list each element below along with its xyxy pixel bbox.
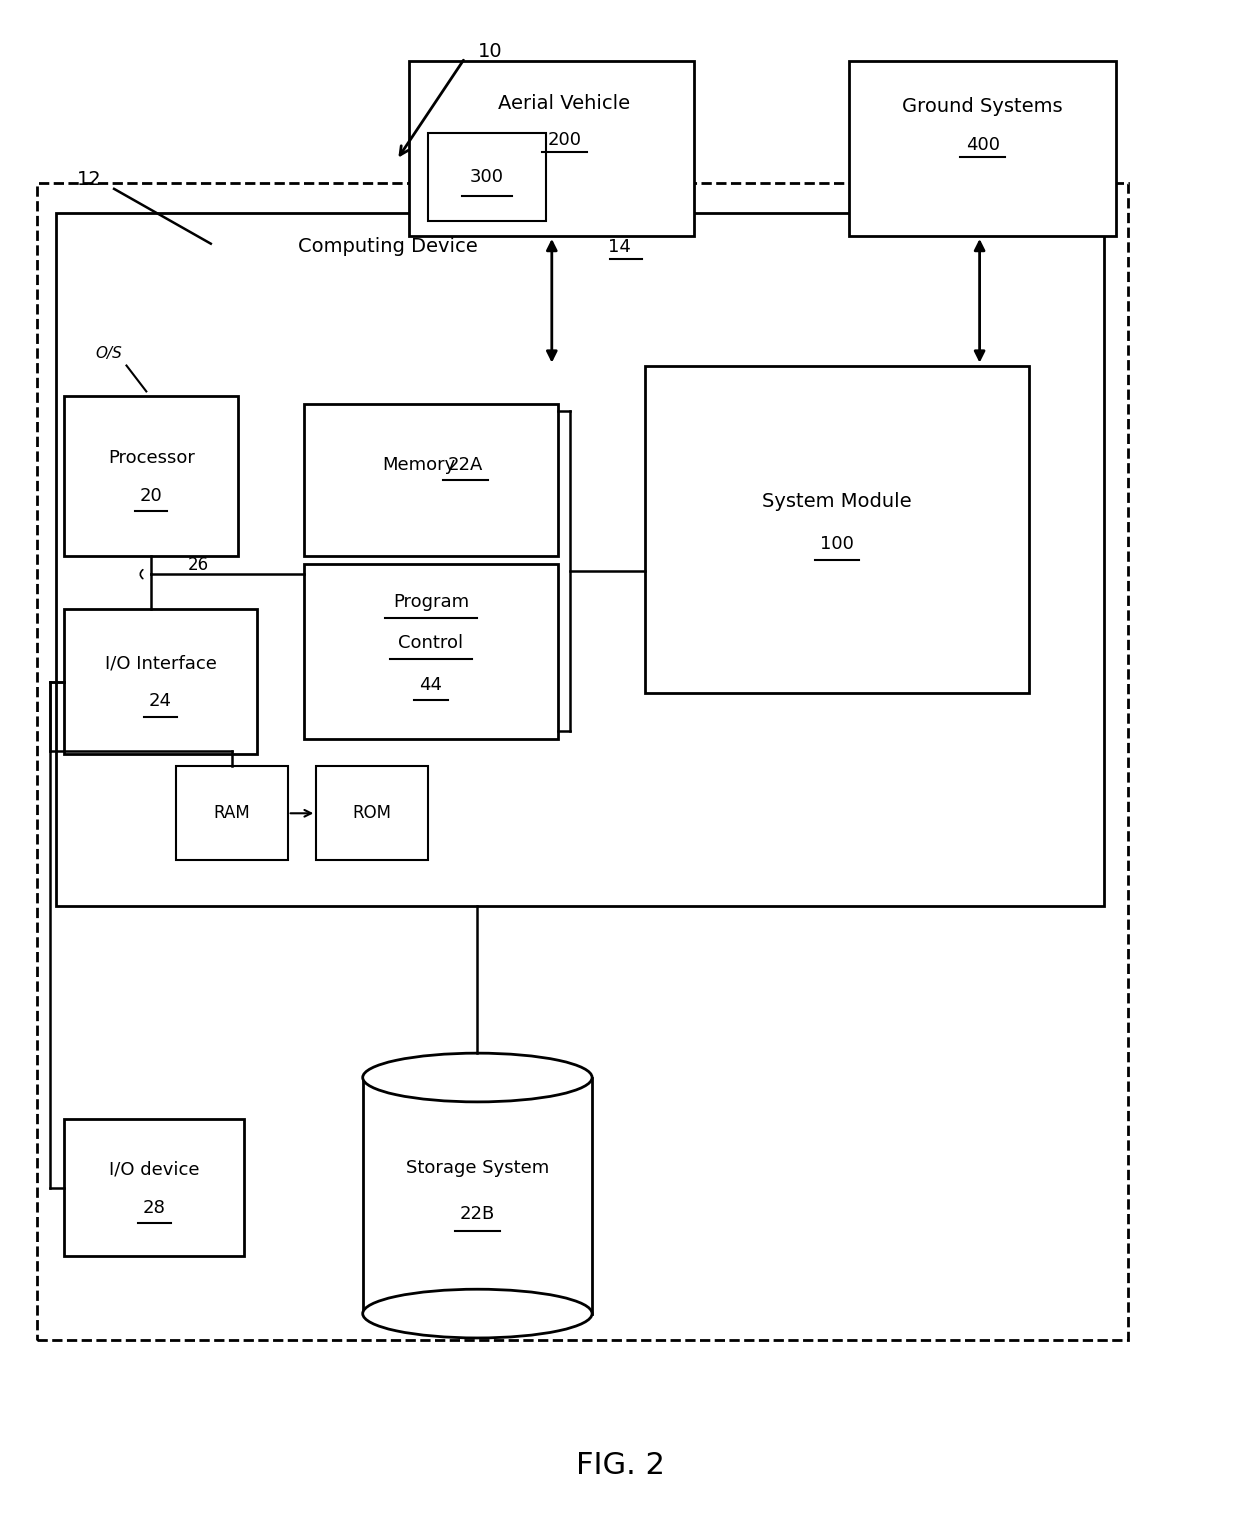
Text: RAM: RAM <box>213 804 250 822</box>
Text: O/S: O/S <box>95 346 123 361</box>
FancyBboxPatch shape <box>316 766 428 860</box>
Text: FIG. 2: FIG. 2 <box>575 1450 665 1480</box>
FancyBboxPatch shape <box>645 366 1029 693</box>
Text: 10: 10 <box>477 43 502 61</box>
Text: I/O device: I/O device <box>109 1161 200 1179</box>
Text: 24: 24 <box>149 693 172 710</box>
Text: 100: 100 <box>820 536 854 553</box>
Text: 26: 26 <box>187 556 210 574</box>
Text: 14: 14 <box>608 238 630 256</box>
FancyBboxPatch shape <box>428 133 546 221</box>
Text: 20: 20 <box>140 487 162 504</box>
FancyBboxPatch shape <box>64 396 238 556</box>
Text: Program: Program <box>393 594 469 611</box>
Text: Aerial Vehicle: Aerial Vehicle <box>498 94 630 113</box>
Text: Memory: Memory <box>382 455 455 474</box>
FancyBboxPatch shape <box>64 609 257 754</box>
FancyBboxPatch shape <box>37 183 1128 1340</box>
Text: Control: Control <box>398 635 464 652</box>
FancyBboxPatch shape <box>304 404 558 556</box>
Text: 44: 44 <box>419 676 443 693</box>
Text: 300: 300 <box>470 168 503 186</box>
Ellipse shape <box>363 1054 593 1103</box>
FancyBboxPatch shape <box>176 766 288 860</box>
Ellipse shape <box>363 1288 593 1337</box>
Text: Computing Device: Computing Device <box>298 238 477 256</box>
Text: 22A: 22A <box>448 455 484 474</box>
Text: 200: 200 <box>547 131 582 149</box>
Text: 400: 400 <box>966 136 999 154</box>
FancyBboxPatch shape <box>849 61 1116 236</box>
Text: 28: 28 <box>143 1199 166 1217</box>
Text: Storage System: Storage System <box>405 1159 549 1177</box>
FancyBboxPatch shape <box>409 61 694 236</box>
Text: Processor: Processor <box>108 449 195 466</box>
FancyBboxPatch shape <box>304 564 558 739</box>
FancyBboxPatch shape <box>64 1119 244 1256</box>
Bar <box>362 1078 593 1313</box>
Text: System Module: System Module <box>763 492 911 512</box>
Text: 22B: 22B <box>460 1205 495 1223</box>
FancyBboxPatch shape <box>56 213 1104 906</box>
Text: 12: 12 <box>77 171 102 189</box>
Text: Ground Systems: Ground Systems <box>903 97 1063 116</box>
Text: ROM: ROM <box>352 804 392 822</box>
Text: I/O Interface: I/O Interface <box>104 655 217 672</box>
